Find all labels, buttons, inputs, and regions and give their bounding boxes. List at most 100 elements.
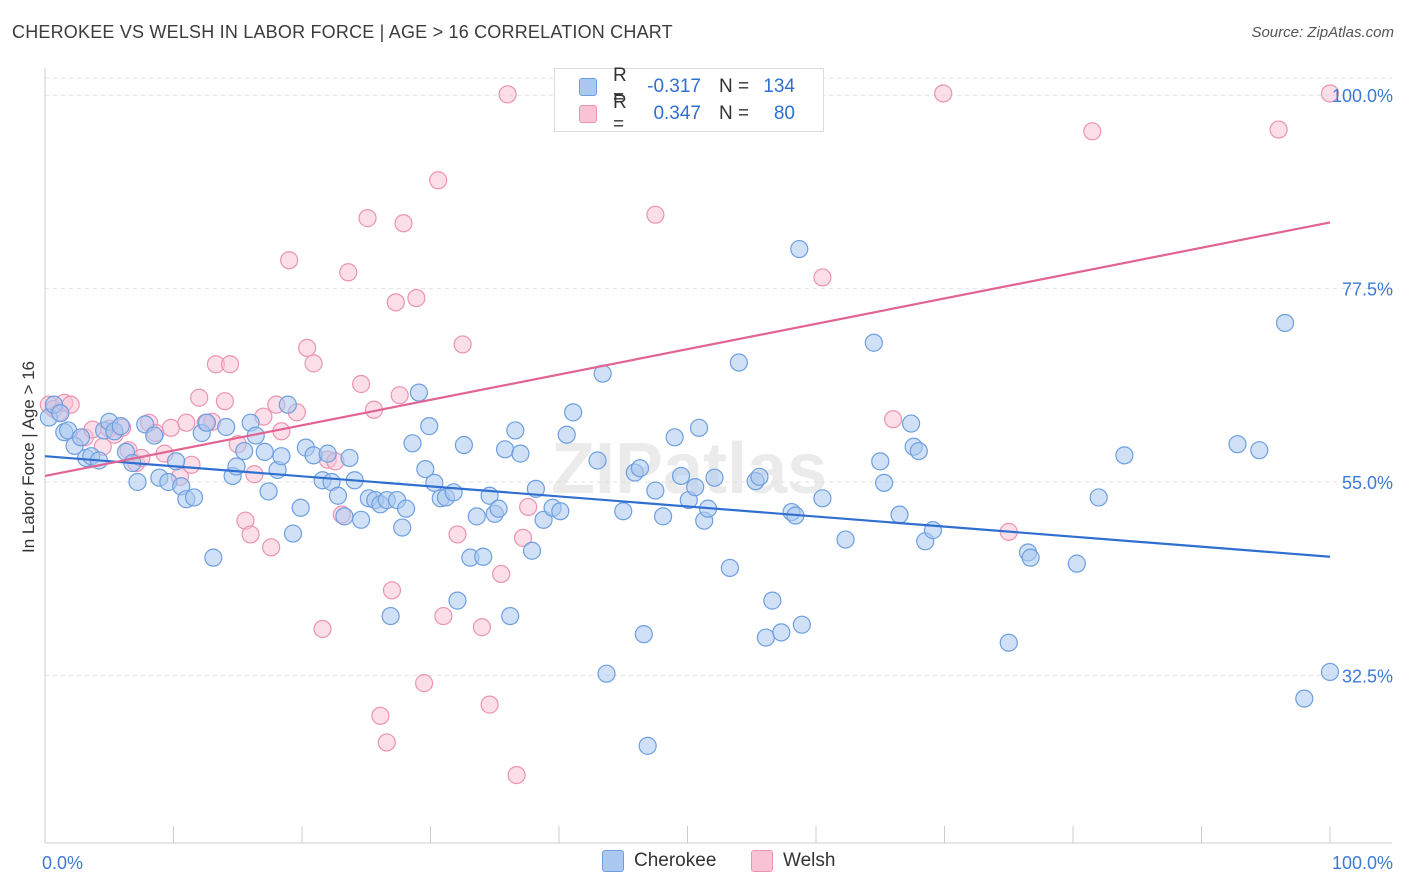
cherokee-point <box>489 499 508 518</box>
y-tick-label: 55.0% <box>1342 473 1393 493</box>
tick-labels: 100.0% 77.5% 55.0% 32.5% 0.0% 100.0% <box>42 86 1393 873</box>
cherokee-point <box>534 510 553 529</box>
legend-item-cherokee[interactable]: Cherokee <box>602 850 716 872</box>
cherokee-point <box>526 479 545 498</box>
cherokee-point <box>729 353 749 372</box>
cherokee-point <box>790 239 809 259</box>
cherokee-point <box>340 448 359 468</box>
cherokee-point <box>495 440 515 459</box>
welsh-point <box>472 618 491 637</box>
cherokee-point <box>474 547 493 566</box>
cherokee-point <box>522 541 542 560</box>
welsh-point <box>394 214 413 233</box>
welsh-point <box>434 606 453 626</box>
cherokee-point <box>1295 689 1314 708</box>
cherokee-point <box>901 414 921 433</box>
cherokee-point <box>763 591 782 610</box>
welsh-point <box>407 288 426 308</box>
welsh-point <box>220 355 240 374</box>
cherokee-point <box>511 444 530 463</box>
y-tick-label: 77.5% <box>1342 280 1393 300</box>
welsh-trend-line <box>44 221 1331 478</box>
welsh-swatch <box>751 850 773 872</box>
x-tick-label: 0.0% <box>42 853 83 873</box>
welsh-point <box>480 695 499 714</box>
cherokee-point <box>756 628 775 647</box>
welsh-point <box>304 354 323 373</box>
cherokee-swatch <box>602 850 624 872</box>
cherokee-point <box>1275 313 1295 333</box>
welsh-point <box>245 465 264 484</box>
welsh-point <box>507 765 526 785</box>
cherokee-point <box>272 447 291 466</box>
cherokee-point <box>653 507 673 526</box>
cherokee-point <box>403 434 422 453</box>
welsh-point <box>215 392 234 411</box>
n-label: N = <box>719 76 750 97</box>
grid-lines <box>45 77 1392 676</box>
welsh-point <box>498 85 517 104</box>
cherokee-point <box>409 383 429 402</box>
x-tick-label: 100.0% <box>1332 853 1393 873</box>
source-label: Source: ZipAtlas.com <box>1251 24 1394 41</box>
welsh-point <box>519 497 538 517</box>
cherokee-point <box>671 466 691 486</box>
cherokee-point <box>204 548 223 567</box>
welsh-point <box>161 418 181 437</box>
legend-item-welsh[interactable]: Welsh <box>751 850 835 872</box>
cherokee-point <box>416 459 435 479</box>
r-value: 0.347 <box>653 103 701 124</box>
cherokee-point <box>750 467 769 486</box>
cherokee-point <box>283 524 303 543</box>
cherokee-point <box>467 507 486 526</box>
cherokee-point <box>999 633 1018 652</box>
cherokee-point <box>393 518 412 537</box>
cherokee-point <box>665 428 684 447</box>
cherokee-point <box>557 425 576 444</box>
cherokee-point <box>425 473 444 492</box>
welsh-point <box>298 338 317 357</box>
cherokee-point <box>689 418 709 437</box>
legend-row-welsh: R = 0.347 N = 80 <box>579 92 795 135</box>
cherokee-point <box>890 505 909 524</box>
cherokee-point <box>111 417 130 436</box>
cherokee-point <box>235 441 254 461</box>
cherokee-point <box>1067 554 1086 573</box>
welsh-point <box>386 293 405 312</box>
cherokee-point <box>705 468 724 487</box>
cherokee-point <box>51 404 70 423</box>
welsh-point <box>390 386 409 405</box>
welsh-swatch <box>579 105 597 123</box>
chart-title: CHEROKEE VS WELSH IN LABOR FORCE | AGE >… <box>12 22 673 42</box>
legend-label-welsh: Welsh <box>783 850 836 871</box>
cherokee-point <box>588 451 607 470</box>
welsh-point <box>513 528 533 547</box>
cherokee-point <box>646 481 665 500</box>
cherokee-point <box>145 426 164 445</box>
cherokee-point <box>255 442 274 462</box>
cherokee-point <box>1320 662 1340 682</box>
series-legend: Cherokee Welsh <box>0 850 1406 878</box>
welsh-point <box>182 455 201 474</box>
cherokee-point <box>638 736 657 755</box>
r-label: R = <box>613 92 627 135</box>
welsh-point <box>358 209 377 228</box>
cherokee-point <box>184 488 204 507</box>
cherokee-point <box>634 625 653 644</box>
cherokee-swatch <box>579 78 597 96</box>
cherokee-points <box>39 239 1340 755</box>
welsh-point <box>280 251 299 270</box>
cherokee-point <box>501 606 520 626</box>
cherokee-point <box>291 498 310 517</box>
welsh-point <box>1083 122 1102 141</box>
welsh-point <box>1269 120 1288 139</box>
cherokee-point <box>614 502 633 521</box>
cherokee-point <box>1228 435 1247 454</box>
r-label: R = <box>613 65 627 108</box>
welsh-point <box>241 525 260 544</box>
welsh-point <box>190 388 209 407</box>
welsh-point <box>429 171 448 190</box>
y-axis-label: In Labor Force | Age > 16 <box>19 361 38 553</box>
cherokee-point <box>1115 446 1134 465</box>
cherokee-point <box>720 558 740 578</box>
